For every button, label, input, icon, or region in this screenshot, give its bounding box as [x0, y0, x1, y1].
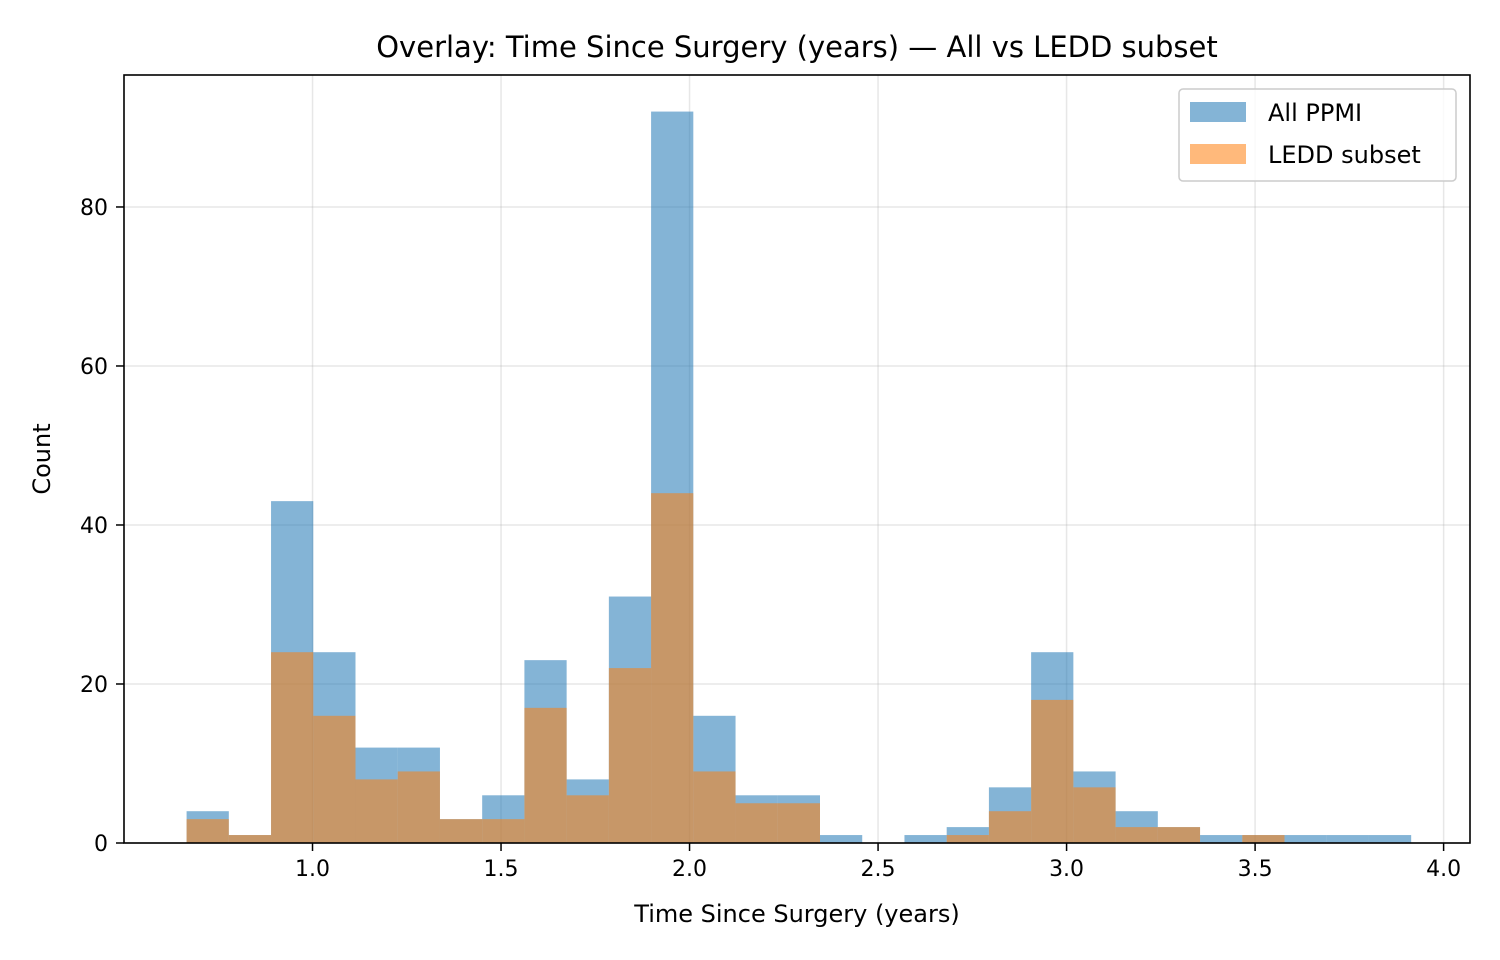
- bar-ledd-subset: [946, 835, 989, 843]
- legend-label-ledd-subset: LEDD subset: [1268, 141, 1421, 169]
- x-tick-label: 3.5: [1238, 857, 1273, 882]
- bar-all-ppmi: [819, 835, 863, 843]
- axis-ticks: 1.0 1.5 2.0 2.5 3.0 3.5 4.0 0 20 40 60 80: [80, 196, 1461, 882]
- x-tick-label: 1.5: [484, 857, 519, 882]
- bar-ledd-subset: [271, 652, 314, 843]
- bar-all-ppmi: [1200, 835, 1243, 843]
- bar-ledd-subset: [1073, 787, 1116, 843]
- bar-all-ppmi: [1368, 835, 1412, 843]
- legend-box: [1178, 88, 1457, 182]
- bar-ledd-subset: [397, 771, 440, 843]
- y-axis-label: Count: [28, 423, 56, 494]
- histogram-bars: [186, 111, 1412, 844]
- bar-ledd-subset: [1115, 827, 1158, 843]
- y-tick-label: 60: [80, 355, 108, 380]
- bar-ledd-subset: [1157, 827, 1201, 843]
- bar-all-ppmi: [1284, 835, 1327, 843]
- bar-ledd-subset: [228, 835, 272, 843]
- y-tick-label: 20: [80, 673, 108, 698]
- chart-title: Overlay: Time Since Surgery (years) — Al…: [376, 30, 1218, 64]
- bar-ledd-subset: [186, 819, 229, 843]
- bar-ledd-subset: [735, 803, 778, 843]
- bar-all-ppmi: [904, 835, 947, 843]
- bar-ledd-subset: [524, 707, 567, 843]
- bar-ledd-subset: [693, 771, 736, 843]
- x-axis-label: Time Since Surgery (years): [633, 900, 959, 928]
- legend-swatch-ledd-subset: [1190, 144, 1246, 164]
- legend: All PPMI LEDD subset: [1178, 88, 1457, 182]
- x-tick-label: 1.0: [295, 857, 330, 882]
- bar-ledd-subset: [355, 779, 398, 843]
- bar-ledd-subset: [608, 668, 652, 843]
- bar-ledd-subset: [777, 803, 820, 843]
- x-tick-label: 3.0: [1049, 857, 1084, 882]
- bar-ledd-subset: [566, 795, 609, 843]
- x-tick-label: 2.0: [672, 857, 707, 882]
- bar-ledd-subset: [651, 493, 694, 843]
- bar-ledd-subset: [482, 819, 525, 843]
- bar-ledd-subset: [1031, 699, 1074, 843]
- bar-ledd-subset: [439, 819, 483, 843]
- legend-label-all-ppmi: All PPMI: [1268, 99, 1362, 127]
- bar-ledd-subset: [1242, 835, 1285, 843]
- bar-ledd-subset: [988, 811, 1032, 843]
- x-tick-label: 4.0: [1426, 857, 1461, 882]
- x-tick-label: 2.5: [861, 857, 896, 882]
- bar-all-ppmi: [1326, 835, 1369, 843]
- y-tick-label: 0: [94, 832, 108, 857]
- bar-ledd-subset: [313, 715, 356, 843]
- y-tick-label: 80: [80, 196, 108, 221]
- plot-area-frame: [123, 74, 1471, 844]
- y-tick-label: 40: [80, 514, 108, 539]
- legend-swatch-all-ppmi: [1190, 102, 1246, 122]
